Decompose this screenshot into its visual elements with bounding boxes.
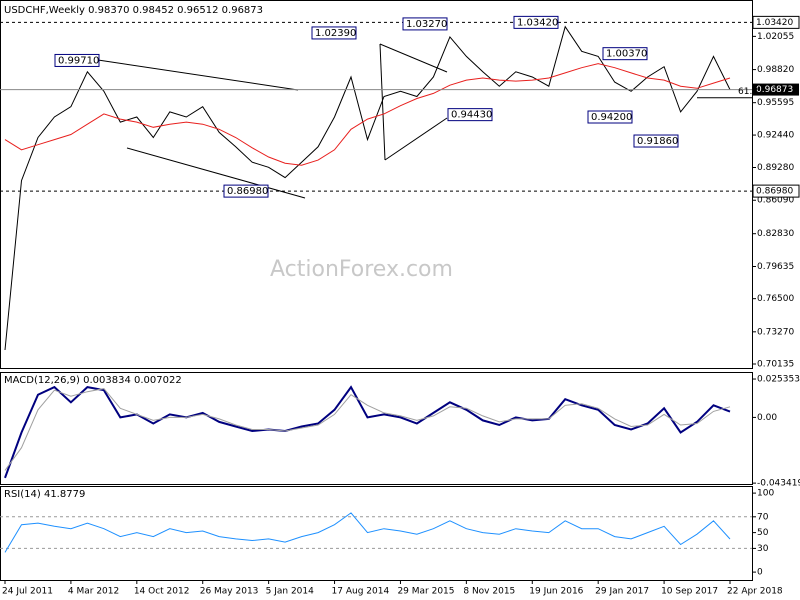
x-tick-label: 5 Jan 2014 [266, 587, 314, 597]
trendline [97, 59, 299, 91]
annotation-box [54, 53, 100, 67]
y-tick-label: 0.98820 [757, 65, 794, 75]
y-tick-label: 0.95595 [757, 98, 794, 108]
price-panel [0, 0, 753, 369]
annotation-box [587, 110, 633, 124]
annotation-label: 0.91860 [637, 136, 678, 147]
y-tick-label: 0.025353 [757, 375, 800, 385]
annotation-box [311, 26, 357, 40]
annotation-label: 0.86980 [227, 186, 268, 197]
annotation-box [223, 184, 269, 198]
y-tick-label: 50 [757, 528, 769, 538]
annotation-box [402, 17, 448, 31]
annotation-label: 0.94430 [451, 110, 492, 121]
macd-panel [0, 372, 753, 485]
annotation-label: 1.00370 [606, 49, 647, 60]
price-tag [752, 15, 800, 29]
annotation-label: 1.03420 [517, 17, 558, 28]
x-tick-label: 4 Mar 2012 [68, 587, 119, 597]
annotation-label: 0.99710 [58, 55, 99, 66]
macd-title: MACD(12,26,9) 0.003834 0.007022 [4, 375, 182, 386]
x-tick-label: 22 Apr 2018 [727, 587, 783, 597]
y-tick-label: 0.89280 [757, 163, 794, 173]
annotation-box [633, 134, 679, 148]
annotation-box [447, 108, 493, 122]
current-price-tag [753, 83, 799, 96]
x-tick-label: 10 Sep 2017 [661, 587, 718, 597]
annotation-box [513, 15, 559, 29]
moving-average-line [4, 63, 731, 166]
y-tick-label: -0.043419 [757, 479, 800, 489]
x-tick-label: 17 Aug 2014 [332, 587, 390, 597]
annotation-label: 1.02390 [315, 28, 356, 39]
x-tick-label: 19 Jun 2016 [529, 587, 583, 597]
x-tick-label: 29 Jan 2017 [595, 587, 649, 597]
fib-label: 61.8 [738, 87, 758, 97]
y-tick-label: 0.82830 [757, 229, 794, 239]
annotation-label: 1.03270 [406, 19, 447, 30]
y-tick-label: 0.73270 [757, 327, 794, 337]
watermark: ActionForex.com [270, 257, 453, 282]
y-tick-label: 100 [757, 489, 774, 499]
annotation-box [602, 47, 648, 61]
y-tick-label: 1.02055 [757, 32, 794, 42]
y-tick-label: 0.00 [757, 413, 777, 423]
trendline [384, 117, 448, 161]
trendline [126, 147, 306, 199]
rsi-line [4, 512, 731, 553]
price-title: USDCHF,Weekly 0.98370 0.98452 0.96512 0.… [4, 5, 263, 16]
x-tick-label: 24 Jul 2011 [2, 587, 53, 597]
y-tick-label: 0.86090 [757, 196, 794, 206]
y-tick-label: 0.70135 [757, 359, 794, 369]
x-tick-label: 14 Oct 2012 [134, 587, 190, 597]
y-tick-label: 70 [757, 512, 769, 522]
annotation-label: 0.94200 [591, 112, 632, 123]
macd-line [4, 385, 731, 479]
trendline [379, 43, 448, 73]
x-tick-label: 8 Nov 2015 [463, 587, 515, 597]
y-tick-label: 30 [757, 544, 769, 554]
trendline [379, 43, 386, 161]
y-tick-label: 0 [757, 568, 763, 578]
price-tag [752, 184, 800, 198]
y-tick-label: 0.79635 [757, 262, 794, 272]
y-tick-label: 0.76500 [757, 294, 794, 304]
signal-line [4, 388, 731, 471]
x-tick-label: 26 May 2013 [200, 587, 259, 597]
price-tag-label: 0.86980 [756, 187, 793, 197]
rsi-title: RSI(14) 41.8779 [4, 489, 85, 500]
price-tag-label: 1.03420 [756, 18, 793, 28]
x-tick-label: 29 Mar 2015 [397, 587, 454, 597]
y-tick-label: 0.92440 [757, 131, 794, 141]
rsi-panel [0, 486, 753, 581]
current-price-label: 0.96873 [756, 85, 793, 95]
